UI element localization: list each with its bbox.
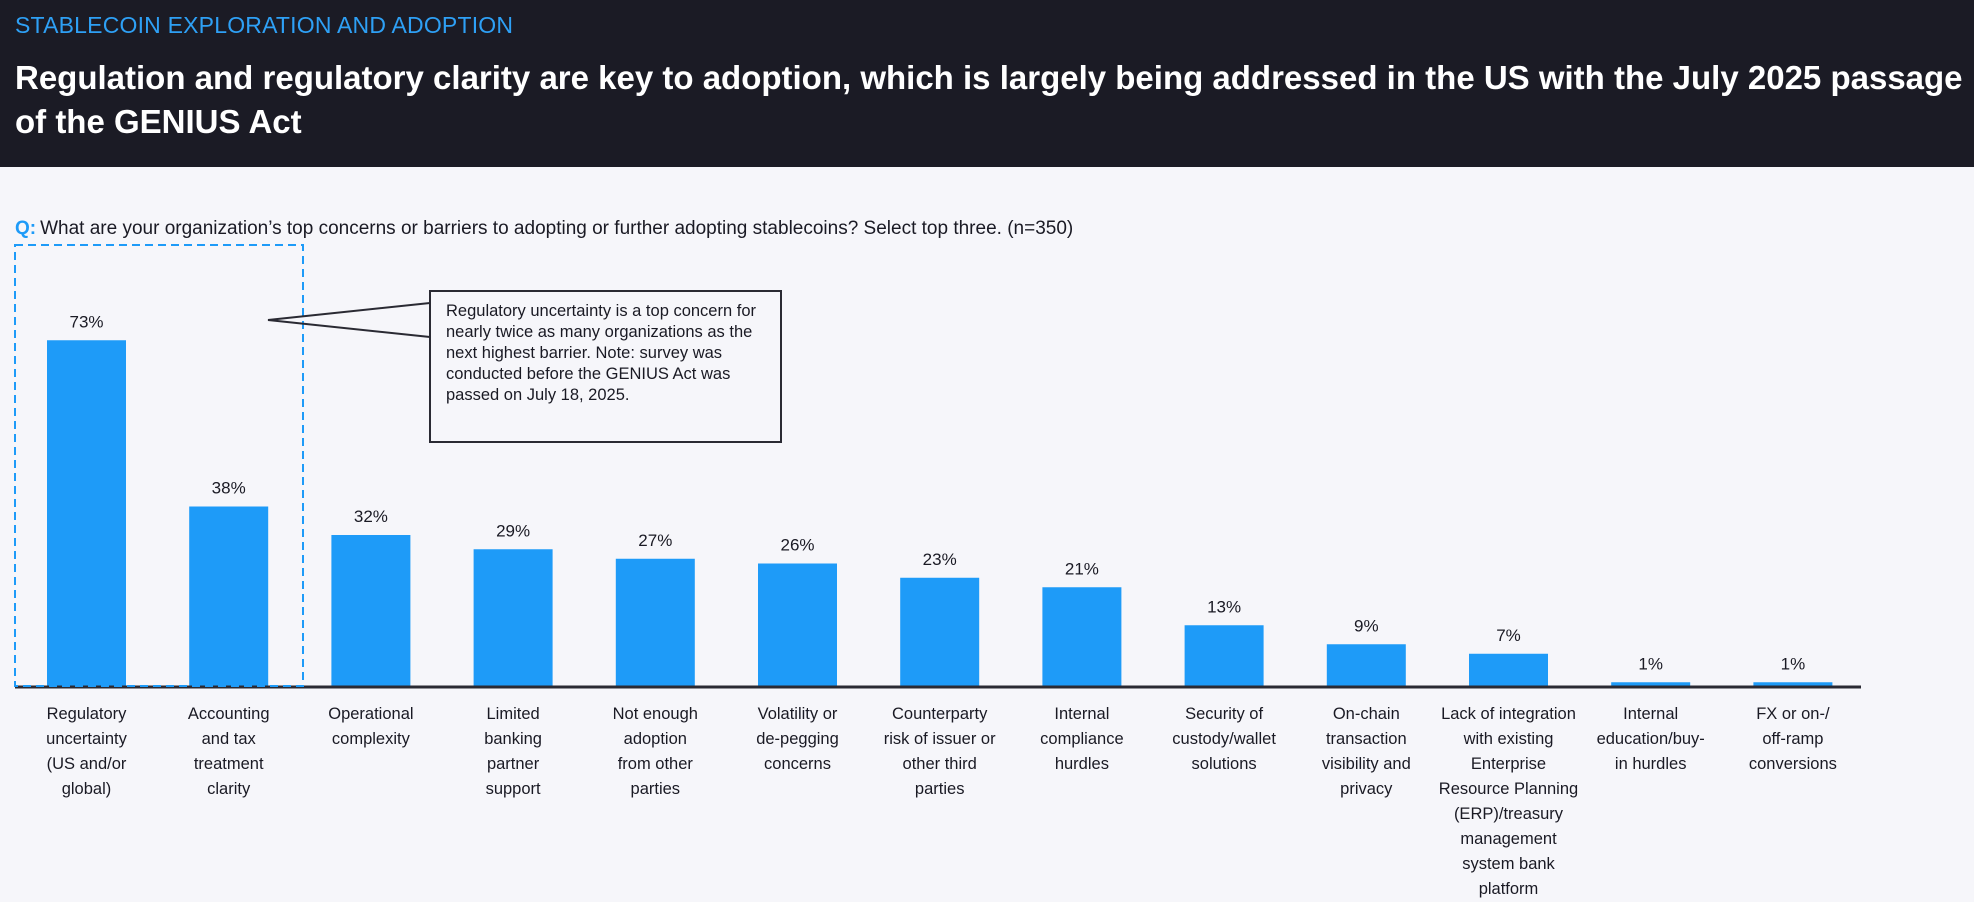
category-label: On-chain transaction visibility and privacy [1321,705,1411,798]
bar [331,535,411,687]
category-label: Not enough adoption from other parties [612,705,698,798]
bar [615,558,695,687]
bar [189,506,269,687]
value-label: 21% [1065,559,1099,578]
survey-question: Q: What are your organization’s top conce… [15,218,1073,240]
section-kicker: STABLECOIN EXPLORATION AND ADOPTION [15,12,514,38]
category-label: Lack of integration with existing Enterpri… [1438,705,1579,898]
value-label: 32% [354,507,388,526]
bar [900,577,980,687]
category-label: Accounting and tax treatment clarity [187,705,270,798]
bar [1611,682,1691,687]
value-label: 23% [923,550,957,569]
bar [1042,587,1122,687]
value-label: 7% [1496,626,1521,645]
value-label: 29% [496,521,530,540]
category-label: Limited banking partner support [484,705,542,798]
bar [1469,653,1548,687]
value-label: 27% [638,531,672,550]
category-label: Security of custody/wallet solutions [1172,705,1276,773]
question-text: What are your organization’s top concern… [40,218,1074,239]
bar [758,563,837,687]
category-label: Internal compliance hurdles [1040,705,1124,773]
bar [473,549,553,687]
highlight-box [14,244,304,687]
category-label: Regulatory uncertainty (US and/or global) [46,705,127,798]
value-label: 1% [1781,654,1806,673]
bar [1326,644,1406,687]
bar [47,340,126,687]
value-label: 38% [212,479,246,498]
value-label: 73% [69,312,103,331]
bar [1184,625,1264,687]
category-label: Counterparty risk of issuer or other third… [883,705,996,798]
category-label: Volatility or de-pegging concerns [756,705,839,773]
page-title: Regulation and regulatory clarity are ke… [15,59,1963,140]
category-label: Internal education/buy-in hurdles [1596,705,1705,773]
header-banner: STABLECOIN EXPLORATION AND ADOPTION Regu… [0,0,1974,167]
value-label: 1% [1638,654,1663,673]
bar [1753,682,1833,687]
value-label: 13% [1207,597,1241,616]
annotation-callout: Regulatory uncertainty is a top concern … [429,290,782,443]
value-label: 26% [780,536,814,555]
category-label: Operational complexity [328,705,414,748]
question-prefix: Q: [15,218,37,239]
value-label: 9% [1354,616,1379,635]
callout-pointer [267,302,431,338]
category-label: FX or on-/off-ramp conversions [1748,705,1837,773]
